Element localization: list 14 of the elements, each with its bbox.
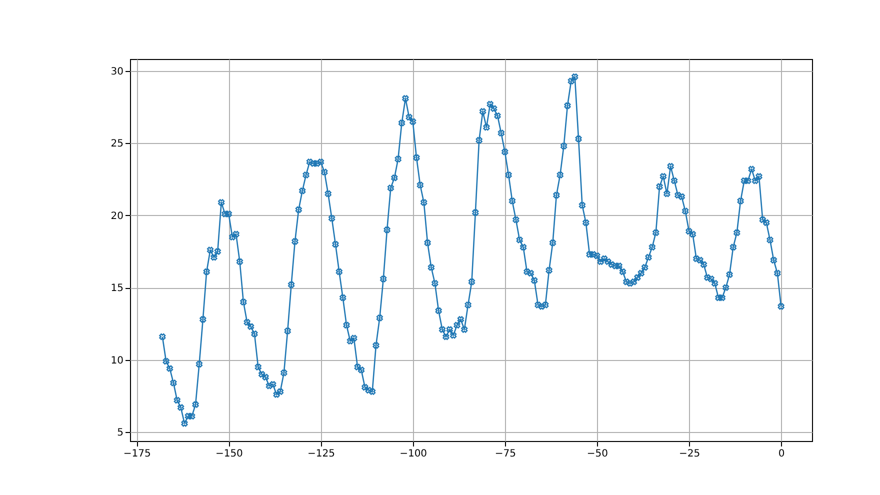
y-tick-label: 5 [117,428,124,439]
x-tick-label: 0 [778,448,785,460]
y-tick-label: 15 [110,283,124,294]
x-tick-label: −50 [586,448,608,460]
y-tick-label: 25 [110,138,124,150]
x-tick-label: −150 [215,448,243,460]
x-tick-label: −175 [123,448,151,460]
x-tick-label: −25 [678,448,700,460]
x-tick-label: −75 [494,448,516,460]
y-tick-label: 20 [110,210,124,222]
x-tick-label: −125 [308,448,335,460]
y-tick-label: 30 [110,66,124,78]
y-tick-label: 10 [110,355,124,366]
x-tick-label: −100 [400,448,428,460]
